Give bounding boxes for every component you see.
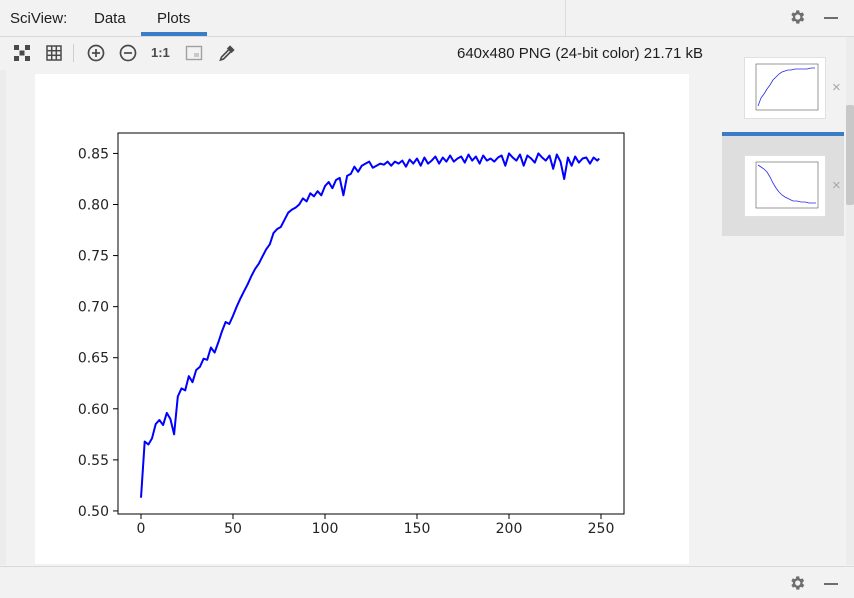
thumbnail-selected-indicator — [722, 132, 844, 136]
x-tick-label: 200 — [496, 521, 523, 537]
thumbnail-1-close-icon[interactable]: × — [832, 79, 841, 96]
image-toolbar: 1:1 640x480 PNG (24-bit color) 21.71 kB — [0, 37, 720, 69]
zoom-in-icon[interactable] — [86, 43, 106, 63]
minimize-icon[interactable] — [822, 9, 840, 32]
actual-size-button[interactable]: 1:1 — [151, 45, 170, 60]
thumbnail-2-close-icon[interactable]: × — [832, 177, 841, 194]
thumbnails-scrollbar[interactable] — [846, 105, 854, 205]
series-line — [140, 152, 600, 498]
tab-plots[interactable]: Plots — [157, 10, 191, 27]
plot-viewer: 0 50 100 150 200 250 0.50 0.55 0.60 0.65 0.70 0.75 0… — [35, 74, 689, 564]
color-picker-icon[interactable] — [217, 43, 237, 63]
background-toggle-icon[interactable] — [184, 43, 204, 63]
settings-gear-icon[interactable] — [788, 8, 806, 31]
y-tick-label: 0.70 — [78, 300, 109, 316]
x-tick-label: 50 — [224, 521, 242, 537]
bottom-minimize-icon[interactable] — [822, 575, 840, 598]
panel-title: SciView: — [10, 10, 68, 27]
fit-to-window-icon[interactable] — [12, 43, 32, 63]
axes-frame — [117, 132, 625, 515]
x-tick-label: 150 — [404, 521, 431, 537]
y-tick-label: 0.60 — [78, 402, 109, 418]
grid-icon[interactable] — [44, 43, 64, 63]
plot-thumbnail-2[interactable] — [744, 155, 826, 217]
image-info-text: 640x480 PNG (24-bit color) 21.71 kB — [457, 45, 703, 62]
x-tick-label: 250 — [588, 521, 615, 537]
bottom-toolbar — [0, 566, 854, 598]
y-tick-label: 0.55 — [78, 453, 109, 469]
y-tick-label: 0.75 — [78, 249, 109, 265]
x-tick-label: 0 — [137, 521, 146, 537]
tab-data[interactable]: Data — [94, 10, 126, 27]
plot-thumbnails-panel: × × — [722, 37, 854, 565]
tabbar-divider — [565, 0, 566, 36]
zoom-out-icon[interactable] — [118, 43, 138, 63]
thumbnails-scroll-track — [846, 37, 854, 565]
x-tick-label: 100 — [312, 521, 339, 537]
y-tick-label: 0.85 — [78, 146, 109, 162]
toolbar-separator — [73, 44, 74, 62]
tab-active-indicator — [141, 32, 207, 36]
y-tick-label: 0.80 — [78, 198, 109, 214]
bottom-settings-gear-icon[interactable] — [788, 574, 806, 597]
plot-thumbnail-1[interactable] — [744, 57, 826, 119]
left-gutter — [0, 70, 6, 565]
line-chart: 0 50 100 150 200 250 0.50 0.55 0.60 0.65 0.70 0.75 0… — [78, 132, 625, 537]
y-tick-label: 0.50 — [78, 504, 109, 520]
y-tick-label: 0.65 — [78, 351, 109, 367]
sciview-tabbar: SciView: Data Plots — [0, 0, 854, 37]
